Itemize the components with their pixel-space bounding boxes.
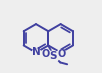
Text: O: O bbox=[41, 49, 50, 59]
Text: O: O bbox=[57, 49, 65, 59]
Text: N: N bbox=[32, 47, 40, 57]
Text: S: S bbox=[50, 51, 57, 61]
